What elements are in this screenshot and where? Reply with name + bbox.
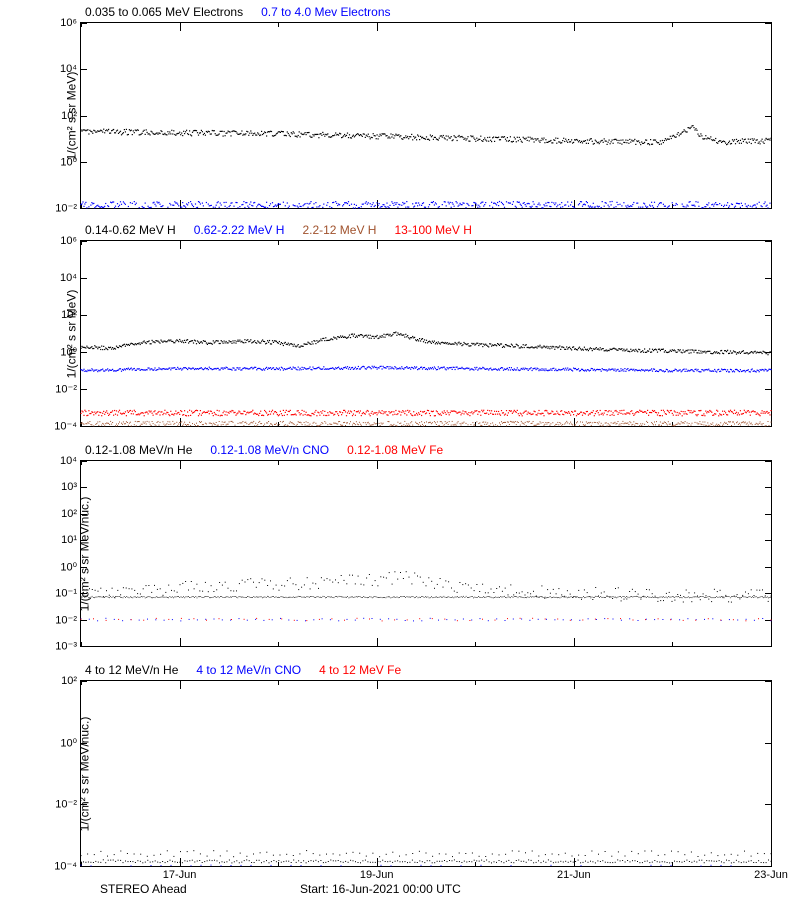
xtick [771, 23, 772, 31]
panel4-plot: 4 to 12 MeV/n He4 to 12 MeV/n CNO4 to 12… [80, 680, 772, 867]
ytick [81, 208, 87, 209]
ytick-label: 10² [61, 508, 81, 520]
ytick-label: 10⁻² [55, 383, 81, 396]
panel2: 0.14-0.62 MeV H0.62-2.22 MeV H2.2-12 MeV… [80, 240, 770, 425]
xtick-label: 17-Jun [163, 866, 197, 881]
xtick-label: 21-Jun [557, 866, 591, 881]
legend-item: 0.035 to 0.065 MeV Electrons [85, 5, 243, 19]
series-electrons-low [80, 125, 771, 145]
ytick-label: 10⁰ [60, 155, 81, 168]
ytick-label: 10⁻⁴ [54, 420, 81, 433]
legend-item: 0.14-0.62 MeV H [85, 223, 176, 237]
xtick-label: 23-Jun [754, 866, 788, 881]
ytick [81, 646, 87, 647]
panel3-legend: 0.12-1.08 MeV/n He 0.12-1.08 MeV/n CNO 0.1… [85, 443, 461, 457]
series-h-4 [80, 410, 771, 417]
y-axis-label: 1/(cm² s sr MeV) [64, 289, 78, 378]
panel3-plot: 0.12-1.08 MeV/n He0.12-1.08 MeV/n CNO0.1… [80, 460, 772, 647]
xtick [771, 241, 772, 249]
ytick [81, 426, 87, 427]
ytick-label: 10³ [61, 481, 81, 493]
ytick-label: 10⁶ [60, 235, 81, 247]
panel3: 0.12-1.08 MeV/n He0.12-1.08 MeV/n CNO0.1… [80, 460, 770, 645]
legend-item: 4 to 12 MeV Fe [319, 663, 401, 677]
footer-center: Start: 16-Jun-2021 00:00 UTC [300, 882, 461, 896]
panel4-data [81, 681, 771, 866]
ytick-label: 10⁻¹ [55, 587, 81, 600]
series-he-line [81, 596, 772, 598]
panel4: 4 to 12 MeV/n He4 to 12 MeV/n CNO4 to 12… [80, 680, 770, 865]
ytick [765, 646, 771, 647]
legend-item: 0.62-2.22 MeV H [194, 223, 285, 237]
panel4-legend: 4 to 12 MeV/n He 4 to 12 MeV/n CNO 4 to 12… [85, 663, 419, 677]
legend-item: 2.2-12 MeV H [302, 223, 376, 237]
ytick-label: 10² [61, 110, 81, 122]
panel3-data [81, 461, 771, 646]
ytick-label: 10⁴ [60, 63, 81, 75]
panel2-legend: 0.14-0.62 MeV H 0.62-2.22 MeV H 2.2-12 MeV… [85, 223, 490, 237]
series-h-3 [81, 421, 772, 427]
figure: 0.035 to 0.065 MeV Electrons 0.7 to 4.0 M… [0, 0, 800, 900]
series-he-high2 [81, 850, 772, 857]
series-h-2 [80, 366, 771, 373]
ytick-label: 10⁻² [55, 613, 81, 626]
series-he-low [81, 571, 772, 602]
ytick-label: 10² [61, 309, 81, 321]
series-fe-low [81, 618, 772, 622]
legend-item: 4 to 12 MeV/n He [85, 663, 178, 677]
ytick-label: 10⁴ [60, 455, 81, 467]
xtick [771, 681, 772, 689]
ytick [81, 866, 87, 867]
legend-item: 0.7 to 4.0 Mev Electrons [261, 5, 390, 19]
ytick-label: 10⁴ [60, 272, 81, 284]
ytick-label: 10⁻² [55, 798, 81, 811]
legend-item: 13-100 MeV H [394, 223, 471, 237]
xtick [771, 461, 772, 469]
legend-item: 0.12-1.08 MeV/n He [85, 443, 192, 457]
xtick-label: 19-Jun [360, 866, 394, 881]
xtick [771, 638, 772, 646]
legend-item: 0.12-1.08 MeV/n CNO [210, 443, 329, 457]
xtick [771, 200, 772, 208]
ytick-label: 10² [61, 675, 81, 687]
panel2-plot: 0.14-0.62 MeV H0.62-2.22 MeV H2.2-12 MeV… [80, 240, 772, 427]
ytick-label: 10¹ [61, 534, 81, 546]
legend-item: 0.12-1.08 MeV Fe [347, 443, 443, 457]
ytick-label: 10⁰ [60, 736, 81, 749]
ytick-label: 10⁻² [55, 202, 81, 215]
ytick-label: 10⁻⁴ [54, 860, 81, 873]
ytick-label: 10⁶ [60, 17, 81, 29]
series-electrons-high [80, 201, 770, 209]
ytick-label: 10⁰ [60, 560, 81, 573]
panel1-data [81, 23, 771, 208]
series-cno-low [81, 618, 772, 622]
ytick-label: 10⁻³ [55, 640, 81, 653]
panel1-legend: 0.035 to 0.065 MeV Electrons 0.7 to 4.0 M… [85, 5, 409, 19]
panel2-data [81, 241, 771, 426]
panel1: 0.035 to 0.065 MeV Electrons0.7 to 4.0 M… [80, 22, 770, 207]
legend-item: 4 to 12 MeV/n CNO [196, 663, 301, 677]
panel1-plot: 0.035 to 0.065 MeV Electrons0.7 to 4.0 M… [80, 22, 772, 209]
footer-left: STEREO Ahead [100, 882, 187, 896]
xtick [771, 858, 772, 866]
series-he-high [81, 859, 772, 863]
series-h-1 [80, 332, 771, 356]
ytick-label: 10⁰ [60, 346, 81, 359]
